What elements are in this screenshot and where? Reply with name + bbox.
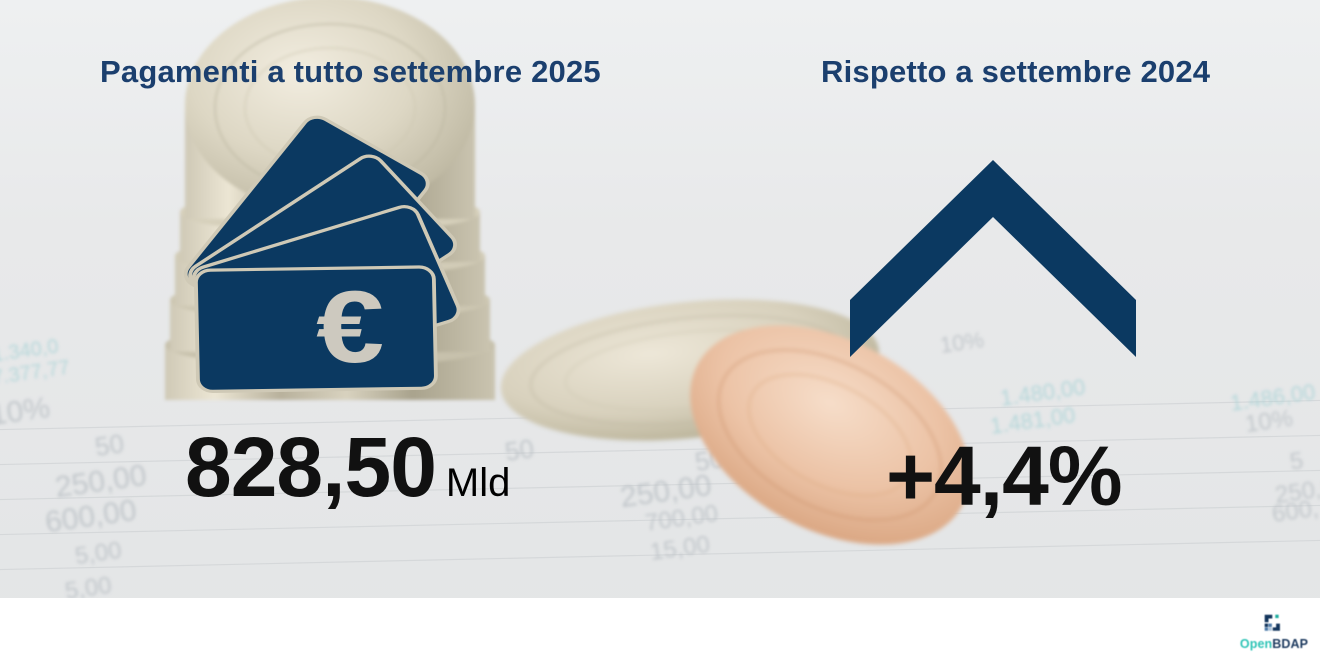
svg-text:€: € <box>316 270 384 384</box>
